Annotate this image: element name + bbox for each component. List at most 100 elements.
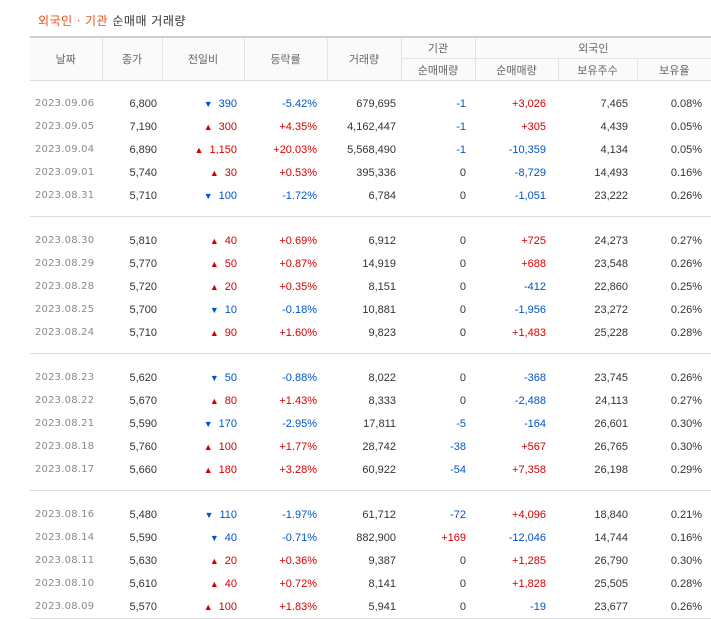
cell-date: 2023.08.24 bbox=[35, 327, 95, 338]
cell-change: ▲ 30 bbox=[162, 161, 244, 184]
cell-close: 5,590 bbox=[129, 417, 157, 430]
cell-foreign-ratio: 0.30% bbox=[670, 554, 703, 567]
cell-volume: 6,784 bbox=[368, 189, 396, 202]
change-value: 180 bbox=[218, 463, 237, 476]
cell-foreign-net: -412 bbox=[523, 280, 546, 293]
up-arrow-icon: ▲ bbox=[209, 167, 219, 178]
up-arrow-icon: ▲ bbox=[203, 121, 213, 132]
up-arrow-icon: ▲ bbox=[209, 281, 219, 292]
cell-foreign-ratio: 0.05% bbox=[670, 143, 703, 156]
cell-close: 5,700 bbox=[129, 303, 157, 316]
title-separator: · bbox=[76, 14, 81, 28]
cell-foreign-ratio: 0.25% bbox=[670, 280, 703, 293]
cell-foreign-ratio: 0.27% bbox=[670, 234, 703, 247]
cell-change: ▲ 20 bbox=[162, 275, 244, 298]
cell-close: 5,620 bbox=[129, 371, 157, 384]
cell-close: 5,660 bbox=[129, 463, 157, 476]
cell-volume: 60,922 bbox=[362, 463, 396, 476]
cell-institution-net: -5 bbox=[456, 417, 466, 430]
cell-foreign-net: +1,483 bbox=[512, 326, 546, 339]
cell-institution-net: -54 bbox=[450, 463, 466, 476]
change-value: 50 bbox=[224, 371, 237, 384]
cell-volume: 5,941 bbox=[327, 595, 401, 619]
cell-volume: 8,151 bbox=[368, 280, 396, 293]
cell-date: 2023.08.14 bbox=[35, 532, 95, 543]
change-value: 20 bbox=[224, 554, 237, 567]
change-value: 40 bbox=[224, 577, 237, 590]
cell-change: ▼ 100 bbox=[162, 184, 244, 207]
cell-foreign-hold: 26,601 bbox=[594, 417, 628, 430]
cell-foreign-hold: 7,465 bbox=[600, 97, 628, 110]
up-arrow-icon: ▲ bbox=[209, 235, 219, 246]
cell-close: 5,710 bbox=[129, 326, 157, 339]
section-title: 외국인 · 기관 순매매 거래량 bbox=[38, 12, 186, 29]
cell-foreign-hold: 26,765 bbox=[594, 440, 628, 453]
cell-foreign-hold: 23,745 bbox=[594, 371, 628, 384]
up-arrow-icon: ▲ bbox=[209, 555, 219, 566]
cell-date: 2023.09.05 bbox=[35, 121, 95, 132]
cell-volume: 61,712 bbox=[362, 508, 396, 521]
cell-change: ▲ 300 bbox=[162, 115, 244, 138]
cell-volume: 6,912 bbox=[368, 234, 396, 247]
cell-foreign-ratio: 0.21% bbox=[670, 508, 703, 521]
cell-date: 2023.09.01 bbox=[35, 167, 95, 178]
table-row: 2023.08.23 5,620 ▼ 50 -0.88% 8,022 0 -368 23,745… bbox=[30, 366, 711, 389]
cell-date: 2023.08.11 bbox=[35, 555, 95, 566]
cell-institution-net: -1 bbox=[456, 143, 466, 156]
cell-foreign-net: +7,358 bbox=[512, 463, 546, 476]
cell-foreign-hold: 14,744 bbox=[594, 531, 628, 544]
col-header-close: 종가 bbox=[101, 36, 162, 81]
change-value: 100 bbox=[218, 600, 237, 613]
cell-foreign-hold: 23,677 bbox=[558, 595, 637, 619]
cell-foreign-hold: 24,273 bbox=[594, 234, 628, 247]
cell-volume: 17,811 bbox=[363, 417, 396, 430]
cell-foreign-hold: 25,228 bbox=[594, 326, 628, 339]
cell-close: 5,740 bbox=[129, 166, 157, 179]
cell-institution-net: 0 bbox=[459, 371, 466, 384]
cell-volume: 9,387 bbox=[368, 554, 396, 567]
change-value: 50 bbox=[224, 257, 237, 270]
cell-rate: +1.43% bbox=[279, 394, 317, 407]
cell-change: ▼ 170 bbox=[162, 412, 244, 435]
cell-institution-net: 0 bbox=[459, 257, 466, 270]
cell-close: 6,890 bbox=[129, 143, 157, 156]
cell-foreign-ratio: 0.16% bbox=[670, 531, 703, 544]
cell-foreign-ratio: 0.28% bbox=[670, 577, 703, 590]
cell-foreign-ratio: 0.30% bbox=[670, 440, 703, 453]
cell-foreign-hold: 4,134 bbox=[600, 143, 628, 156]
cell-foreign-net: -19 bbox=[475, 595, 558, 619]
table-row: 2023.08.14 5,590 ▼ 40 -0.71% 882,900 +169 -12,0… bbox=[30, 526, 711, 549]
cell-close: 5,670 bbox=[129, 394, 157, 407]
cell-date: 2023.08.31 bbox=[35, 190, 95, 201]
cell-close: 5,480 bbox=[129, 508, 157, 521]
cell-institution-net: -72 bbox=[450, 508, 466, 521]
cell-close: 5,570 bbox=[102, 595, 162, 619]
change-value: 40 bbox=[224, 531, 237, 544]
cell-foreign-ratio: 0.26% bbox=[670, 303, 703, 316]
change-value: 100 bbox=[218, 189, 237, 202]
cell-close: 5,590 bbox=[129, 531, 157, 544]
cell-rate: +20.03% bbox=[273, 143, 317, 156]
cell-institution-net: 0 bbox=[459, 326, 466, 339]
table-row: 2023.08.16 5,480 ▼ 110 -1.97% 61,712 -72 +4,096… bbox=[30, 503, 711, 526]
change-value: 90 bbox=[224, 326, 237, 339]
change-value: 100 bbox=[218, 440, 237, 453]
cell-foreign-net: +567 bbox=[521, 440, 546, 453]
table-row: 2023.08.29 5,770 ▲ 50 +0.87% 14,919 0 +688 23,54… bbox=[30, 252, 711, 275]
cell-institution-net: 0 bbox=[459, 234, 466, 247]
cell-rate: -2.95% bbox=[282, 417, 317, 430]
down-arrow-icon: ▼ bbox=[209, 372, 219, 383]
cell-change: ▼ 10 bbox=[162, 298, 244, 321]
cell-close: 5,770 bbox=[129, 257, 157, 270]
table-row: 2023.09.05 7,190 ▲ 300 +4.35% 4,162,447 -1 +305… bbox=[30, 115, 711, 138]
cell-close: 5,630 bbox=[129, 554, 157, 567]
cell-foreign-net: -1,051 bbox=[514, 189, 546, 202]
cell-change: ▲ 90 bbox=[162, 321, 244, 344]
cell-institution-net: 0 bbox=[459, 189, 466, 202]
cell-institution-net: 0 bbox=[459, 394, 466, 407]
cell-foreign-ratio: 0.30% bbox=[670, 417, 703, 430]
table-row: 2023.09.01 5,740 ▲ 30 +0.53% 395,336 0 -8,729 14… bbox=[30, 161, 711, 184]
change-value: 170 bbox=[218, 417, 237, 430]
table-row: 2023.08.31 5,710 ▼ 100 -1.72% 6,784 0 -1,051 23,… bbox=[30, 184, 711, 207]
table-row: 2023.08.30 5,810 ▲ 40 +0.69% 6,912 0 +725 24,273… bbox=[30, 229, 711, 252]
